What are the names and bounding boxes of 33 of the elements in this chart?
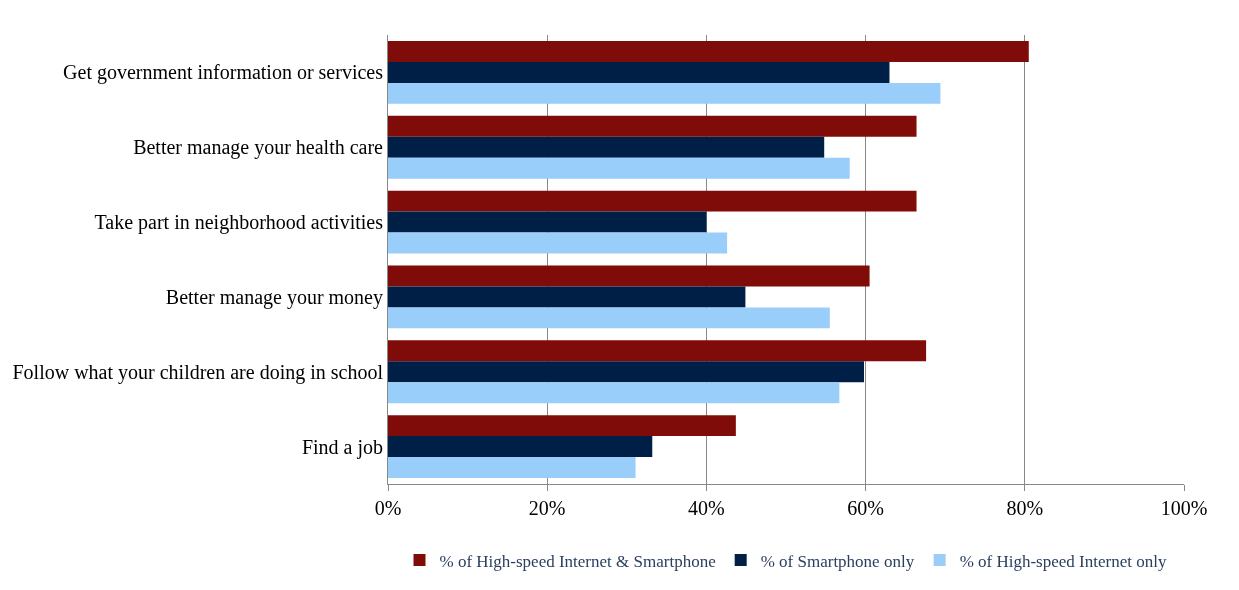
- bar: [388, 361, 865, 383]
- legend-label: % of High-speed Internet & Smartphone: [439, 551, 716, 571]
- y-tick-label: Follow what your children are doing in school: [12, 360, 384, 384]
- x-tick-label: 60%: [847, 497, 884, 519]
- bar: [388, 307, 830, 329]
- y-tick-label: Take part in neighborhood activities: [94, 211, 384, 235]
- x-tick-label: 80%: [1006, 497, 1044, 519]
- bar: [388, 415, 736, 437]
- bar: [388, 286, 746, 308]
- y-tick-label: Get government information or services: [63, 61, 384, 85]
- bar: [388, 211, 707, 233]
- y-tick-label: Better manage your money: [165, 285, 383, 309]
- x-tick-label: 0%: [374, 497, 402, 519]
- bar: [388, 61, 890, 83]
- x-tick-label: 20%: [528, 497, 566, 519]
- x-tick-label: 100%: [1160, 497, 1208, 519]
- bar: [388, 82, 941, 104]
- bar: [388, 40, 1029, 62]
- bar: [388, 232, 728, 254]
- bar: [388, 340, 927, 362]
- bar: [388, 382, 840, 404]
- legend-label: % of Smartphone only: [760, 551, 915, 571]
- bar: [388, 457, 636, 479]
- bar: [388, 436, 653, 458]
- legend-label: % of High-speed Internet only: [959, 551, 1167, 571]
- y-tick-label: Find a job: [301, 435, 383, 459]
- bar: [388, 265, 870, 287]
- bar: [388, 136, 825, 158]
- x-tick-label: 40%: [688, 497, 725, 519]
- bar: [388, 157, 850, 179]
- bar: [388, 115, 917, 137]
- bar: [388, 190, 917, 212]
- y-tick-label: Better manage your health care: [133, 136, 384, 160]
